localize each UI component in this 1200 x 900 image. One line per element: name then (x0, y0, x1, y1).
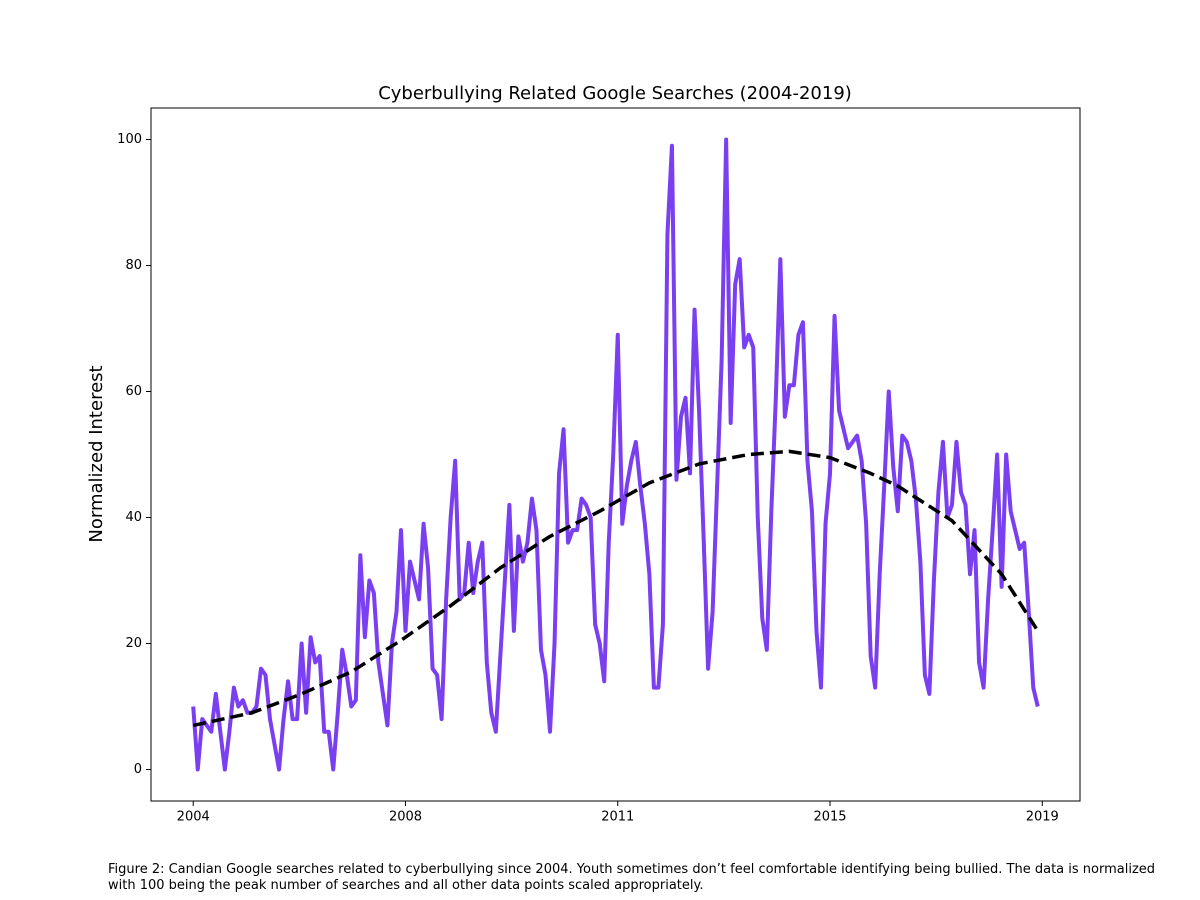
y-tick-label: 100 (117, 132, 142, 147)
y-tick-label: 40 (125, 510, 142, 525)
x-tick-label: 2011 (601, 810, 634, 825)
x-tick-label: 2004 (177, 810, 210, 825)
data-line (191, 137, 1040, 772)
y-tick-label: 20 (125, 636, 142, 651)
y-tick-label: 80 (125, 258, 142, 273)
y-tick-label: 60 (125, 384, 142, 399)
plot-frame (150, 107, 1081, 802)
trend-line (192, 449, 1040, 728)
y-axis-label: Normalized Interest (86, 365, 107, 542)
x-tick-label: 2019 (1026, 810, 1059, 825)
caption: Figure 2: Candian Google searches relate… (108, 862, 1156, 893)
chart-title: Cyberbullying Related Google Searches (2… (378, 83, 852, 104)
chart: Cyberbullying Related Google Searches (2… (86, 83, 1081, 825)
x-tick-label: 2008 (389, 810, 422, 825)
x-tick-label: 2015 (813, 810, 846, 825)
y-tick-label: 0 (134, 762, 142, 777)
